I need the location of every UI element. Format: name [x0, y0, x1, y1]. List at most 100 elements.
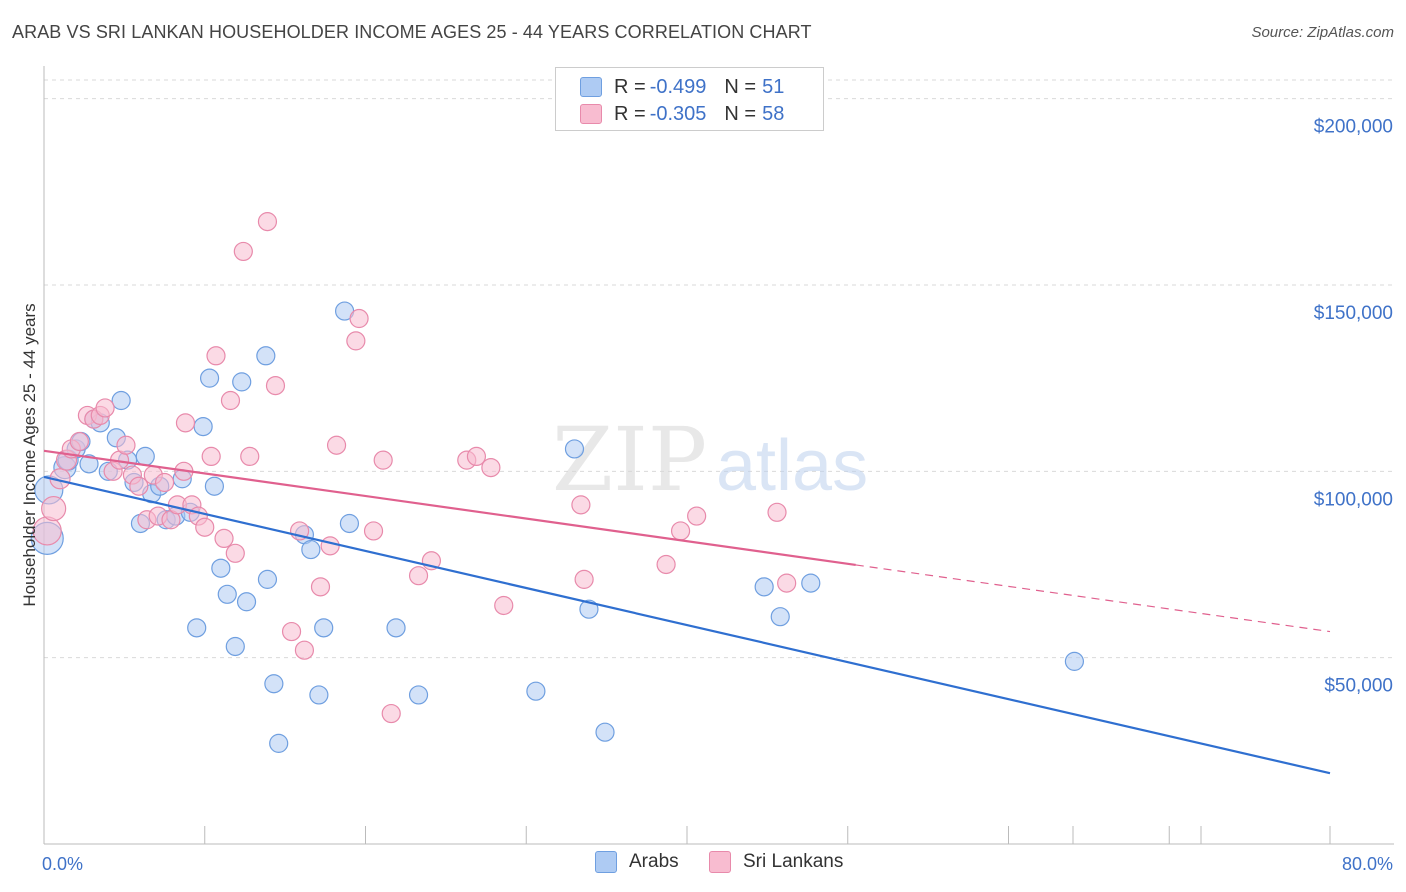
series-legend-sri-lankans[interactable]: Sri Lankans	[709, 851, 843, 873]
arab-point	[269, 733, 289, 753]
correlation-legend: R = -0.499 N = 51 R = -0.305 N = 58	[555, 67, 824, 131]
srilankan-point	[129, 476, 149, 496]
srilankan-point	[294, 640, 315, 660]
chart-source: Source: ZipAtlas.com	[1251, 24, 1394, 41]
arab-point	[564, 439, 585, 459]
legend-r-value: -0.305	[649, 102, 707, 125]
srilankan-point	[95, 398, 115, 418]
trend-line-arabs	[43, 475, 1331, 775]
srilankan-point	[195, 517, 215, 537]
srilankan-point	[346, 331, 366, 351]
series-legend-arabs[interactable]: Arabs	[595, 851, 679, 873]
srilankan-point	[767, 502, 787, 522]
srilankan-point	[41, 495, 67, 522]
legend-swatch-arabs	[580, 77, 602, 97]
srilankan-point	[214, 528, 234, 549]
srilankan-point	[257, 212, 278, 232]
srilankan-point	[670, 521, 691, 541]
arab-point	[232, 372, 252, 392]
srilankan-point	[574, 569, 594, 589]
grid-layer	[44, 79, 1394, 659]
srilankan-point	[281, 621, 302, 642]
srilankan-point	[225, 543, 245, 563]
srilankan-point	[408, 566, 429, 586]
arab-point	[225, 636, 245, 657]
trend-layer	[43, 449, 1331, 775]
arab-point	[801, 573, 821, 593]
series-swatch-sri-lankans	[709, 851, 731, 873]
srilankan-point	[373, 450, 393, 470]
watermark: ZIP atlas	[552, 408, 868, 511]
legend-n-label: N =	[724, 75, 757, 98]
series-swatch-arabs	[595, 851, 617, 873]
arab-point	[386, 618, 406, 638]
srilankan-point	[656, 554, 676, 575]
srilankan-point	[687, 506, 707, 526]
srilankan-point	[69, 431, 89, 452]
x-tick-label: 80.0%	[1342, 854, 1393, 874]
arab-point	[111, 390, 131, 411]
srilankan-point	[381, 703, 401, 724]
arab-point	[211, 558, 231, 578]
arab-point	[301, 539, 321, 560]
arab-point	[339, 513, 360, 534]
srilankan-point	[116, 435, 136, 455]
arab-point	[199, 368, 220, 388]
srilankan-point	[206, 346, 226, 366]
watermark-atlas: atlas	[716, 426, 868, 506]
arab-point	[79, 454, 99, 474]
series-legend: Arabs Sri Lankans	[0, 851, 1406, 877]
arab-point	[236, 592, 257, 612]
y-tick-label: $150,000	[1314, 303, 1393, 324]
srilankan-point	[363, 521, 384, 541]
arab-point	[256, 346, 276, 366]
srilankan-point	[481, 457, 501, 478]
trend-line-sri-lankans-extension	[855, 564, 1331, 633]
srilankan-point	[201, 446, 221, 467]
arab-point	[408, 685, 429, 705]
srilankan-point	[494, 595, 514, 616]
legend-n-label: N =	[724, 102, 757, 125]
trend-line-sri-lankans	[43, 449, 856, 567]
srilankan-point	[777, 573, 797, 593]
arab-point	[579, 599, 599, 619]
legend-n-value: 51	[762, 75, 785, 98]
srilankan-point	[175, 413, 196, 433]
legend-swatch-sri-lankans	[580, 104, 602, 124]
legend-n-value: 58	[762, 102, 785, 125]
arab-point	[526, 681, 546, 701]
axis-layer: $50,000 $100,000 $150,000 $200,000 0.0% 80.0%	[42, 66, 1394, 874]
arab-point	[595, 722, 615, 742]
srilankan-point	[320, 536, 340, 556]
srilankan-point	[240, 446, 260, 467]
arab-point	[193, 416, 213, 437]
legend-r-label: R =	[614, 102, 646, 125]
srilankan-point	[233, 241, 253, 262]
srilankan-point	[349, 308, 369, 329]
srilankan-point	[466, 446, 487, 467]
srilankan-point	[326, 435, 347, 455]
arab-point	[754, 577, 774, 597]
series-label-sri-lankans: Sri Lankans	[743, 851, 844, 872]
x-tick-label: 0.0%	[42, 854, 83, 874]
y-tick-label: $100,000	[1314, 489, 1393, 510]
srilankan-point	[154, 472, 175, 493]
legend-r-value: -0.499	[649, 75, 707, 98]
srilankan-point	[571, 495, 591, 515]
y-tick-label: $50,000	[1324, 676, 1393, 697]
arab-point	[187, 618, 207, 638]
series-label-arabs: Arabs	[629, 851, 679, 872]
arab-point	[264, 674, 284, 694]
srilankan-point	[310, 577, 331, 597]
arab-point	[257, 569, 278, 589]
watermark-zip: ZIP	[552, 408, 707, 511]
arab-point	[217, 584, 237, 604]
srilankan-point	[265, 376, 286, 396]
arab-point	[309, 685, 329, 705]
legend-row-sri-lankans: R = -0.305 N = 58	[580, 102, 784, 126]
arab-point	[204, 476, 224, 496]
legend-r-label: R =	[614, 75, 646, 98]
legend-row-arabs: R = -0.499 N = 51	[580, 75, 784, 99]
arab-point	[770, 607, 790, 627]
